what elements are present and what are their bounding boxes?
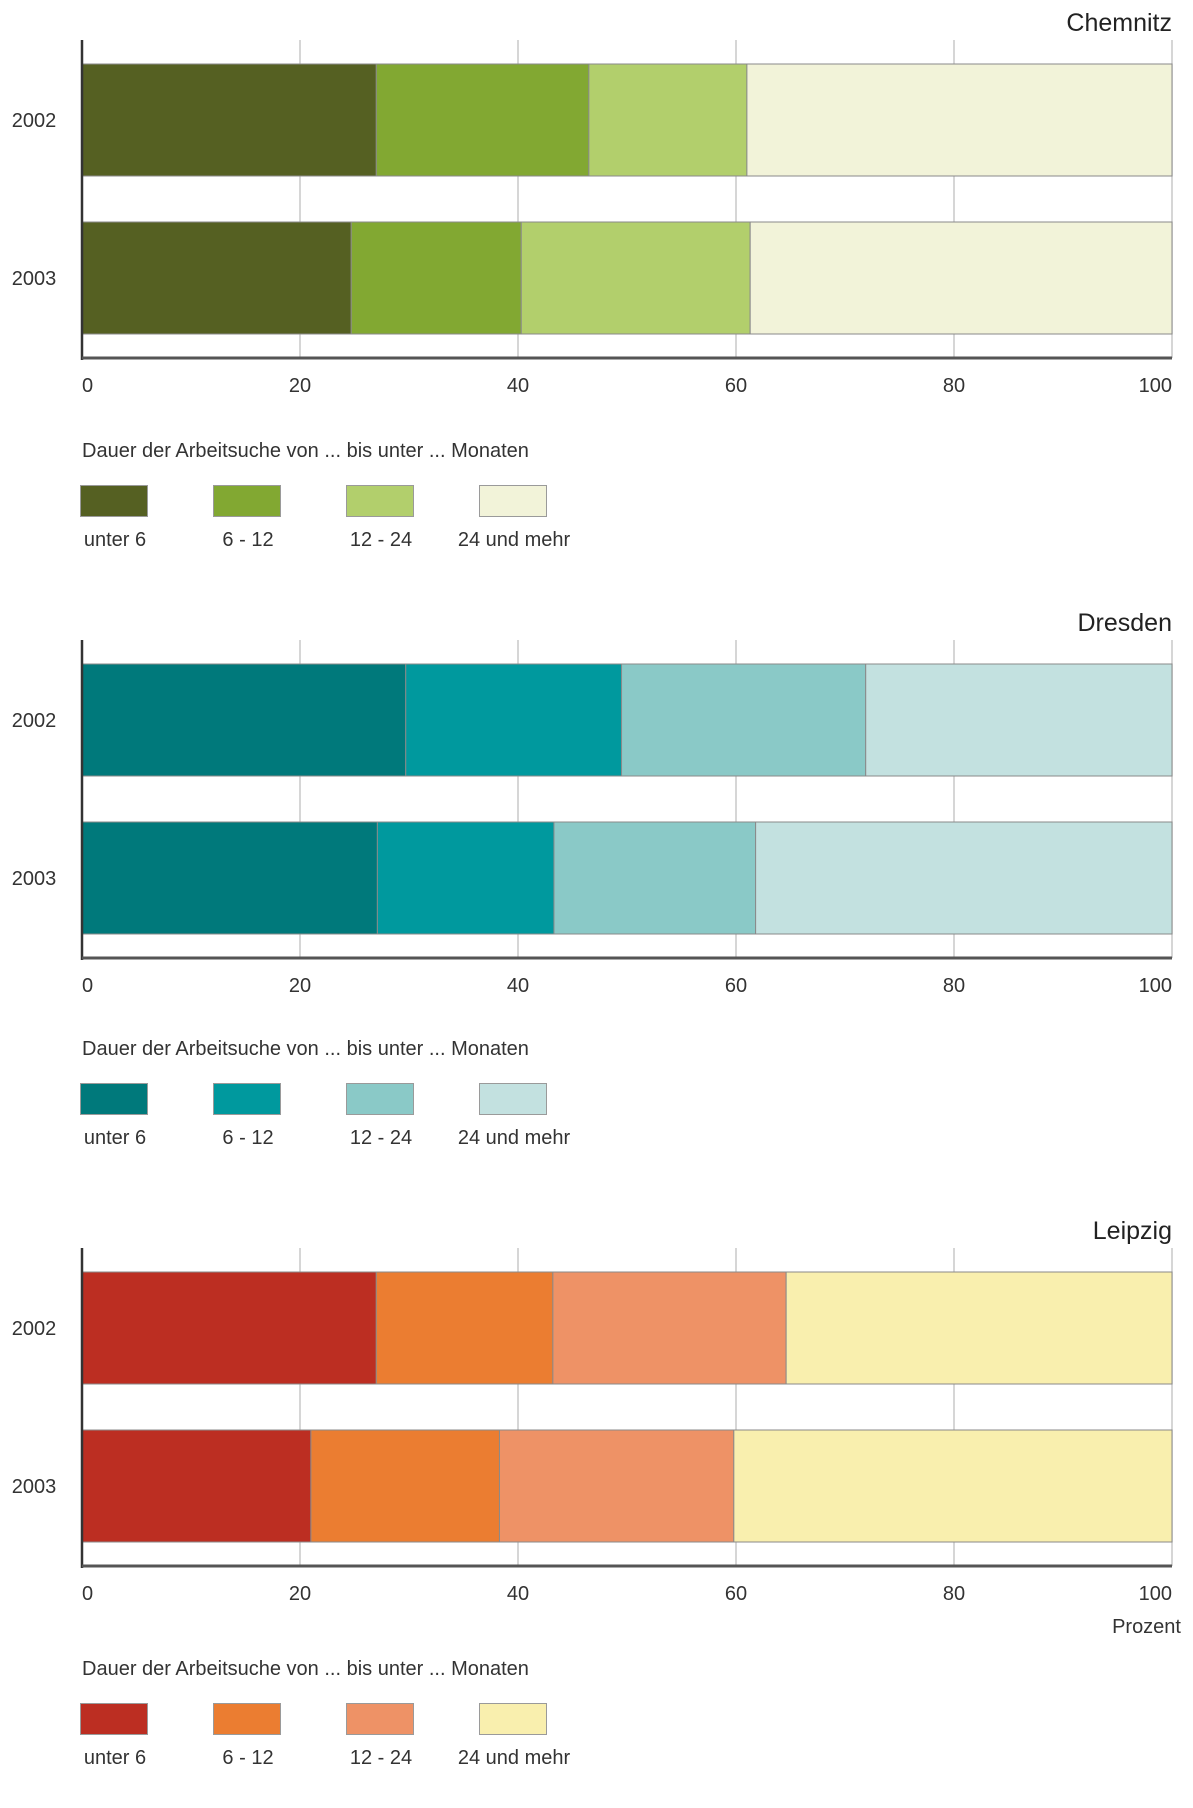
bar-segment	[81, 1429, 312, 1543]
legend-swatch	[80, 485, 148, 517]
legend-label: unter 6	[83, 1747, 147, 1769]
x-tick-label: 80	[943, 375, 965, 397]
chart-panel-chemnitz: 2002 2003 0 20 40 60 80 100 Chemnitz Dauer der A…	[0, 0, 1193, 600]
legend-item: 12 - 24	[346, 1083, 476, 1153]
y-tick-label: 2003	[12, 1476, 57, 1498]
bar-segment	[81, 821, 378, 935]
bar-segment	[375, 63, 590, 177]
legend-item: 6 - 12	[213, 485, 343, 555]
chart-svg: 2002 2003 0 20 40 60 80 100 Dresden	[12, 609, 1173, 997]
legend-label: 12 - 24	[349, 1127, 413, 1149]
bar-segment	[375, 1271, 554, 1385]
x-tick-label: 100	[1139, 1583, 1172, 1605]
bar-segment	[865, 663, 1173, 777]
legend-label: 12 - 24	[349, 1747, 413, 1769]
legend-label: unter 6	[83, 529, 147, 551]
legend-swatch	[346, 485, 414, 517]
y-tick-label: 2003	[12, 268, 57, 290]
legend-label: 6 - 12	[222, 1127, 274, 1149]
x-tick-label: 60	[725, 975, 747, 997]
legend-title: Dauer der Arbeitsuche von ... bis unter …	[82, 440, 529, 462]
x-tick-label: 0	[82, 375, 93, 397]
chart-title: Dresden	[1078, 609, 1173, 637]
bar-segment	[376, 821, 555, 935]
bar-segment	[520, 221, 751, 335]
bar-segment	[81, 1271, 377, 1385]
bar-segment	[588, 63, 748, 177]
bar-segment	[553, 821, 757, 935]
x-tick-label: 60	[725, 375, 747, 397]
x-tick-label: 20	[289, 1583, 311, 1605]
legend-item: 24 und mehr	[458, 1083, 609, 1153]
x-tick-label: 20	[289, 975, 311, 997]
x-tick-label: 20	[289, 375, 311, 397]
bar-segment	[405, 663, 623, 777]
x-tick-label: 0	[82, 975, 93, 997]
y-tick-label: 2002	[12, 1318, 57, 1340]
x-tick-label: 40	[507, 1583, 529, 1605]
legend-title: Dauer der Arbeitsuche von ... bis unter …	[82, 1038, 529, 1060]
y-tick-label: 2002	[12, 710, 57, 732]
x-tick-label: 40	[507, 375, 529, 397]
x-tick-label: 80	[943, 975, 965, 997]
bar-segment	[755, 821, 1173, 935]
legend-label: 24 und mehr	[457, 529, 571, 551]
bar-segment	[621, 663, 867, 777]
legend-item: unter 6	[80, 485, 210, 555]
bar-segment	[81, 221, 352, 335]
chart-svg: 2002 2003 0 20 40 60 80 100 Leipzig	[12, 1217, 1173, 1605]
legend-swatch	[213, 1083, 281, 1115]
bar-segment	[310, 1429, 500, 1543]
bar-segment	[785, 1271, 1173, 1385]
x-tick-label: 80	[943, 1583, 965, 1605]
legend-label: 6 - 12	[222, 1747, 274, 1769]
legend-title: Dauer der Arbeitsuche von ... bis unter …	[82, 1658, 529, 1680]
legend-label: 24 und mehr	[457, 1747, 571, 1769]
legend-label: 24 und mehr	[457, 1127, 571, 1149]
chart-panel-dresden: 2002 2003 0 20 40 60 80 100 Dresden Dauer der Ar…	[0, 600, 1193, 1200]
legend-swatch	[346, 1083, 414, 1115]
bar-segment	[498, 1429, 735, 1543]
legend-item: 24 und mehr	[458, 1703, 609, 1773]
legend-label: 6 - 12	[222, 529, 274, 551]
x-tick-label: 0	[82, 1583, 93, 1605]
legend-item: 24 und mehr	[458, 485, 609, 555]
legend-label: 12 - 24	[349, 529, 413, 551]
x-axis-unit-label: Prozent	[1112, 1616, 1181, 1638]
legend-swatch	[479, 1703, 547, 1735]
chart-svg: 2002 2003 0 20 40 60 80 100 Chemnitz	[12, 9, 1173, 397]
legend-item: 6 - 12	[213, 1083, 343, 1153]
legend-item: unter 6	[80, 1083, 210, 1153]
legend-swatch	[479, 485, 547, 517]
chart-title: Leipzig	[1093, 1217, 1172, 1245]
y-tick-label: 2002	[12, 110, 57, 132]
legend-swatch	[80, 1703, 148, 1735]
x-tick-label: 40	[507, 975, 529, 997]
x-tick-label: 100	[1139, 375, 1172, 397]
bar-segment	[350, 221, 522, 335]
legend-item: 12 - 24	[346, 485, 476, 555]
legend-swatch	[80, 1083, 148, 1115]
y-tick-label: 2003	[12, 868, 57, 890]
bar-segment	[746, 63, 1173, 177]
x-tick-label: 60	[725, 1583, 747, 1605]
legend-swatch	[213, 485, 281, 517]
bar-segment	[552, 1271, 787, 1385]
bar-segment	[81, 63, 377, 177]
legend-label: unter 6	[83, 1127, 147, 1149]
x-tick-label: 100	[1139, 975, 1172, 997]
bar-segment	[81, 663, 407, 777]
bar-segment	[733, 1429, 1173, 1543]
legend-swatch	[346, 1703, 414, 1735]
legend-swatch	[479, 1083, 547, 1115]
bar-segment	[749, 221, 1173, 335]
chart-panel-leipzig: 2002 2003 0 20 40 60 80 100 Leipzig Dauer der Ar…	[0, 1208, 1193, 1808]
legend-swatch	[213, 1703, 281, 1735]
chart-title: Chemnitz	[1066, 9, 1172, 37]
